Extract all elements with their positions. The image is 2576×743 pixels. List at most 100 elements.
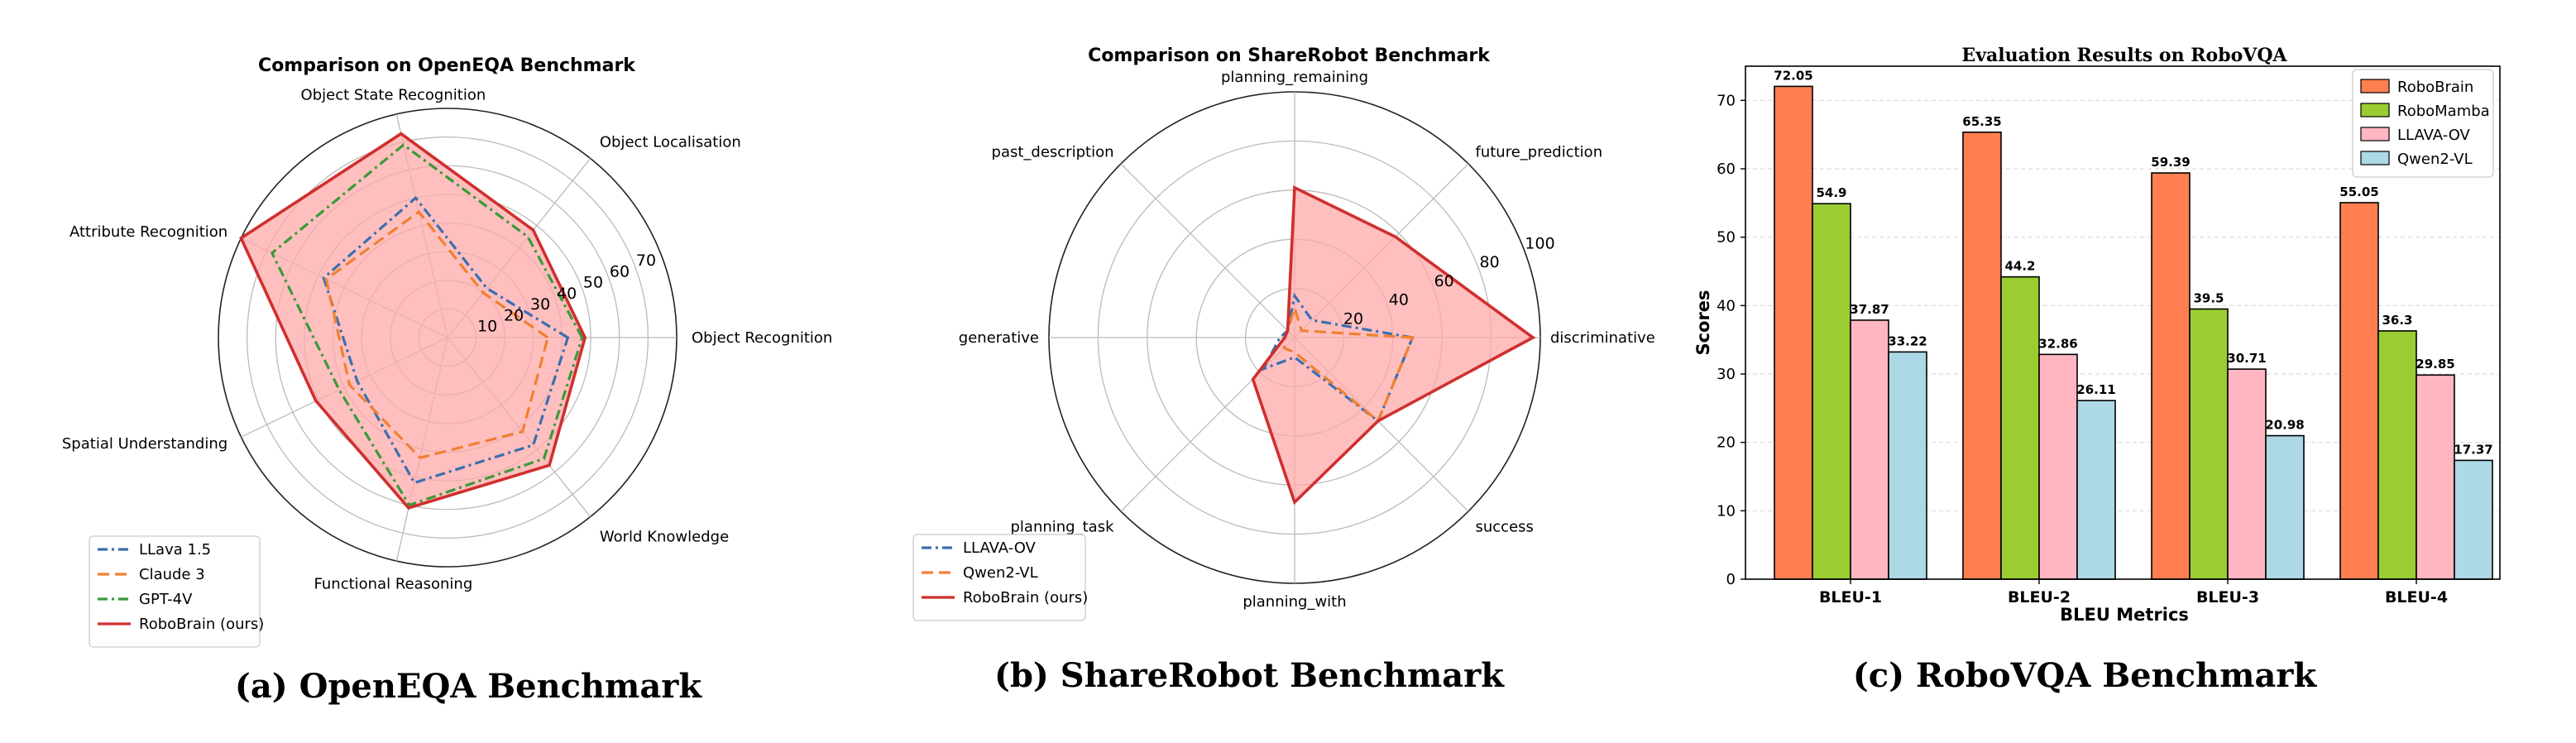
axis-label-planning-task: planning_task bbox=[1011, 519, 1115, 536]
series-line-robobrain-ours bbox=[1251, 185, 1536, 506]
y-axis-label: Scores bbox=[1693, 290, 1713, 355]
legend-swatch-robobrain bbox=[2360, 79, 2390, 93]
radar-series bbox=[1251, 185, 1536, 506]
legend-swatch-llava-ov bbox=[2360, 127, 2390, 141]
chart-title: Evaluation Results on RoboVQA bbox=[1961, 45, 2287, 66]
radar-axis-labels: Object Recognition Object Localisation Obj… bbox=[62, 86, 832, 592]
y-tick-label-50: 50 bbox=[1717, 229, 1736, 247]
bar-value-label: 26.11 bbox=[2076, 382, 2115, 397]
y-tick-label-60: 60 bbox=[1717, 161, 1736, 178]
bar-value-label: 37.87 bbox=[1850, 302, 1889, 317]
bar-llava-ov-bleu-4 bbox=[2416, 374, 2455, 580]
sharerobot-radar-chart: Comparison on ShareRobot Benchmark discr… bbox=[912, 46, 1655, 695]
bar-value-label: 44.2 bbox=[2004, 259, 2035, 274]
series-area-robobrain-ours bbox=[241, 133, 586, 508]
bar-value-label: 36.3 bbox=[2382, 313, 2412, 328]
x-tick-label-bleu-2: BLEU-2 bbox=[2008, 588, 2071, 606]
bar-value-label: 39.5 bbox=[2193, 290, 2224, 305]
bars: 72.05 65.35 59.39 55.05 54.9 44.2 39.5 36.3 37.8… bbox=[1774, 68, 2493, 580]
legend-swatch-qwen2-vl bbox=[2360, 151, 2390, 165]
x-tick-label-bleu-1: BLEU-1 bbox=[1819, 588, 1882, 606]
legend-label-llava-ov: LLAVA-OV bbox=[963, 539, 1037, 557]
bar-value-label: 55.05 bbox=[2339, 185, 2378, 199]
bar-llava-ov-bleu-3 bbox=[2227, 368, 2267, 580]
radial-tick-40: 40 bbox=[557, 285, 577, 303]
axis-label-planning-remaining: planning_remaining bbox=[1221, 69, 1368, 86]
chart-title: Comparison on OpenEQA Benchmark bbox=[258, 55, 636, 76]
radial-tick-10: 10 bbox=[477, 318, 497, 336]
bar-robomamba-bleu-4 bbox=[2377, 330, 2417, 580]
axis-label-future-prediction: future_prediction bbox=[1476, 144, 1603, 161]
bar-robomamba-bleu-1 bbox=[1812, 203, 1851, 580]
radial-tick-40: 40 bbox=[1389, 291, 1409, 309]
series-line-claude-3 bbox=[324, 209, 550, 459]
radial-tick-labels: 20 40 60 80 100 bbox=[1343, 234, 1555, 328]
panel-caption: (c) RoboVQA Benchmark bbox=[1853, 656, 2318, 695]
axis-label-generative: generative bbox=[959, 329, 1039, 347]
y-tick-label-0: 0 bbox=[1726, 571, 1736, 588]
robovqa-bar-chart: Evaluation Results on RoboVQA 72.05 65.35… bbox=[1693, 45, 2501, 695]
radial-tick-20: 20 bbox=[1343, 309, 1363, 328]
legend-label-llava-1-5: LLava 1.5 bbox=[139, 541, 211, 558]
legend-label-gpt-4v: GPT-4V bbox=[139, 591, 193, 608]
bar-robobrain-bleu-3 bbox=[2151, 172, 2191, 580]
bar-value-label: 30.71 bbox=[2227, 351, 2266, 366]
legend-swatch-robomamba bbox=[2360, 103, 2390, 117]
axis-label-success: success bbox=[1476, 519, 1534, 536]
bar-robobrain-bleu-2 bbox=[1962, 131, 2002, 580]
bar-qwen2-vl-bleu-1 bbox=[1888, 351, 1927, 580]
y-tick-label-10: 10 bbox=[1717, 502, 1736, 520]
legend-label-robobrain-ours: RoboBrain (ours) bbox=[139, 616, 264, 633]
bar-qwen2-vl-bleu-2 bbox=[2076, 400, 2116, 580]
radar-axis-labels: discriminative future_prediction planning_… bbox=[959, 69, 1655, 611]
series-area-robobrain-ours bbox=[1252, 187, 1534, 503]
legend-box bbox=[912, 534, 1086, 621]
axis-label-object-localisation: Object Localisation bbox=[600, 133, 741, 151]
radial-tick-70: 70 bbox=[636, 252, 656, 270]
legend-label-llava-ov: LLAVA-OV bbox=[2397, 127, 2471, 144]
radial-tick-50: 50 bbox=[583, 274, 603, 292]
bar-qwen2-vl-bleu-3 bbox=[2265, 434, 2305, 580]
bar-llava-ov-bleu-2 bbox=[2038, 353, 2078, 580]
y-tick-label-40: 40 bbox=[1717, 297, 1736, 314]
plot-frame bbox=[1745, 65, 2501, 580]
legend-label-claude-3: Claude 3 bbox=[139, 566, 205, 583]
axis-label-planning-with: planning_with bbox=[1243, 593, 1346, 611]
radial-tick-100: 100 bbox=[1525, 234, 1554, 252]
legend: LLAVA-OV Qwen2-VL RoboBrain (ours) bbox=[912, 534, 1088, 621]
radial-tick-60: 60 bbox=[610, 263, 630, 281]
radial-tick-20: 20 bbox=[504, 307, 524, 325]
x-axis-label: BLEU Metrics bbox=[2060, 605, 2189, 625]
openeqa-radar-chart: Comparison on OpenEQA Benchmark Object R… bbox=[62, 55, 832, 706]
series-line-gpt-4v bbox=[270, 143, 584, 507]
chart-title: Comparison on ShareRobot Benchmark bbox=[1088, 46, 1491, 66]
bar-value-label: 59.39 bbox=[2151, 155, 2190, 170]
bar-value-label: 29.85 bbox=[2416, 357, 2454, 372]
axis-label-discriminative: discriminative bbox=[1550, 329, 1655, 347]
legend-label-qwen2-vl: Qwen2-VL bbox=[963, 564, 1038, 582]
x-tick-label-bleu-4: BLEU-4 bbox=[2385, 588, 2448, 606]
legend-box bbox=[2352, 69, 2494, 178]
y-tick-label-30: 30 bbox=[1717, 366, 1736, 383]
axis-label-world-knowledge: World Knowledge bbox=[600, 529, 729, 546]
y-tick-label-70: 70 bbox=[1717, 92, 1736, 109]
bar-value-label: 32.86 bbox=[2038, 336, 2077, 351]
bar-value-label: 72.05 bbox=[1774, 68, 1812, 83]
bar-robomamba-bleu-3 bbox=[2189, 308, 2229, 580]
axis-label-attribute-recognition: Attribute Recognition bbox=[69, 223, 227, 241]
bar-robobrain-bleu-1 bbox=[1774, 85, 1813, 580]
legend-label-robomamba: RoboMamba bbox=[2397, 103, 2490, 120]
radial-tick-80: 80 bbox=[1480, 253, 1500, 271]
bar-axes: 0 10 20 30 40 50 60 70 BLEU-1 BLEU-2 BLEU-3 BLEU-4 bbox=[1717, 65, 2501, 606]
bar-value-label: 33.22 bbox=[1888, 333, 1927, 348]
legend-label-robobrain: RoboBrain bbox=[2397, 79, 2473, 96]
bar-llava-ov-bleu-1 bbox=[1850, 319, 1889, 580]
radar-series bbox=[239, 132, 587, 510]
axis-label-functional-reasoning: Functional Reasoning bbox=[314, 576, 473, 593]
radial-tick-labels: 10 20 30 40 50 60 70 bbox=[477, 252, 656, 336]
bar-value-label: 20.98 bbox=[2265, 418, 2304, 433]
axis-label-spatial-understanding: Spatial Understanding bbox=[62, 435, 227, 453]
bar-value-label: 17.37 bbox=[2454, 442, 2492, 457]
radial-tick-30: 30 bbox=[530, 295, 550, 314]
